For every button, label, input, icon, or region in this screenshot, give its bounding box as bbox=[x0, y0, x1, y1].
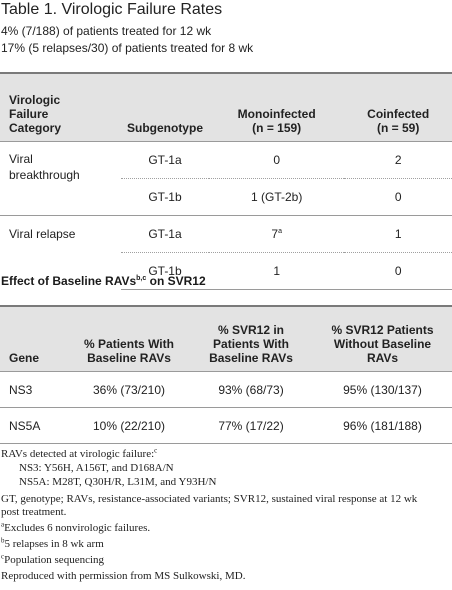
pct-patients-cell: 10% (22/210) bbox=[92, 418, 166, 433]
table-row: GT-1b 1 (GT-2b) 0 bbox=[0, 178, 452, 216]
gene-cell: NS3 bbox=[9, 382, 33, 397]
coinfected-cell: 0 bbox=[344, 178, 452, 216]
footnote-ns3: NS3: Y56H, A156T, and D168A/N bbox=[19, 462, 174, 474]
table-row: NS3 36% (73/210) 93% (68/73) 95% (130/13… bbox=[0, 371, 452, 408]
header-svr-with: % SVR12 in Patients With Baseline RAVs bbox=[189, 306, 313, 372]
subgenotype-cell: GT-1b bbox=[121, 178, 209, 216]
virologic-failure-table: Virologic Failure Category Subgenotype M… bbox=[0, 72, 452, 290]
header-coinfected: Coinfected (n = 59) bbox=[344, 73, 452, 142]
subgenotype-cell: GT-1a bbox=[121, 215, 209, 253]
footnote-ravs-detected: RAVs detected at virologic failure:c bbox=[1, 446, 158, 461]
footnote-ref-a: a bbox=[278, 228, 282, 235]
header-monoinfected: Monoinfected (n = 159) bbox=[209, 73, 345, 142]
svr-with-cell: 93% (68/73) bbox=[218, 382, 284, 397]
category-viral-breakthrough: Viral breakthrough bbox=[9, 152, 80, 182]
subgenotype-cell: GT-1b bbox=[121, 252, 209, 290]
footnote-ref-c: c bbox=[154, 446, 158, 455]
footnote-b-text: 5 relapses in 8 wk arm bbox=[4, 538, 104, 550]
header-mono-label: Monoinfected bbox=[237, 107, 316, 121]
header-svr-without: % SVR12 Patients Without Baseline RAVs bbox=[313, 306, 452, 372]
monoinfected-cell: 0 bbox=[209, 141, 345, 179]
header-co-label: Coinfected bbox=[367, 107, 430, 121]
footnote-marker-c: c bbox=[1, 552, 5, 561]
monoinfected-cell: 1 bbox=[209, 252, 345, 290]
header-mono-n: (n = 159) bbox=[252, 121, 302, 135]
footnote-ns5a: NS5A: M28T, Q30H/R, L31M, and Y93H/N bbox=[19, 476, 217, 488]
table-row: Viral relapse GT-1a 7a 1 bbox=[0, 215, 452, 290]
header-co-n: (n = 59) bbox=[377, 121, 420, 135]
footnote-abbrev-line1: GT, genotype; RAVs, resistance-associate… bbox=[1, 493, 418, 505]
category-viral-relapse: Viral relapse bbox=[9, 227, 76, 241]
footnote-ref-bc: b,c bbox=[136, 275, 147, 282]
table-row: GT-1b 1 0 bbox=[0, 252, 452, 290]
table-header-row: Virologic Failure Category Subgenotype M… bbox=[0, 73, 452, 142]
table-title: Table 1. Virologic Failure Rates bbox=[1, 1, 223, 18]
gene-cell: NS5A bbox=[9, 418, 41, 433]
subgenotype-cell: GT-1a bbox=[121, 141, 209, 179]
coinfected-cell: 0 bbox=[344, 252, 452, 290]
intro-line-12wk: 4% (7/188) of patients treated for 12 wk bbox=[1, 24, 212, 38]
intro-line-8wk: 17% (5 relapses/30) of patients treated … bbox=[1, 41, 254, 55]
footnote-a-text: Excludes 6 nonvirologic failures. bbox=[4, 522, 151, 534]
header-svr-with-label: % SVR12 in Patients With Baseline RAVs bbox=[209, 323, 293, 365]
section-heading-text: Effect of Baseline RAVs bbox=[1, 274, 137, 288]
monoinfected-cell: 1 (GT-2b) bbox=[209, 178, 345, 216]
baseline-ravs-table: Gene % Patients With Baseline RAVs % SVR… bbox=[0, 305, 452, 444]
svr-without-cell: 96% (181/188) bbox=[343, 418, 422, 433]
pct-patients-cell: 36% (73/210) bbox=[92, 382, 166, 397]
footnote-b: b5 relapses in 8 wk arm bbox=[1, 536, 104, 551]
section-heading: Effect of Baseline RAVsb,c on SVR12 bbox=[1, 274, 206, 288]
footnote-c: cPopulation sequencing bbox=[1, 552, 105, 567]
category-cell: Viral relapse bbox=[0, 215, 121, 290]
monoinfected-value: 7 bbox=[271, 227, 279, 241]
table-row: Viral breakthrough GT-1a 0 2 bbox=[0, 141, 452, 216]
footnote-marker-a: a bbox=[1, 520, 5, 529]
coinfected-cell: 2 bbox=[344, 141, 452, 179]
footnote-marker-b: b bbox=[1, 536, 5, 545]
header-category: Virologic Failure Category bbox=[0, 73, 121, 142]
header-gene: Gene bbox=[0, 306, 69, 372]
coinfected-cell: 1 bbox=[344, 215, 452, 253]
table-row: NS5A 10% (22/210) 77% (17/22) 96% (181/1… bbox=[0, 407, 452, 444]
category-cell: Viral breakthrough bbox=[0, 141, 121, 216]
header-category-label: Virologic Failure Category bbox=[9, 93, 62, 135]
footnote-ravs-detected-text: RAVs detected at virologic failure: bbox=[1, 448, 155, 460]
svr-with-cell: 77% (17/22) bbox=[218, 418, 284, 433]
footnote-credit: Reproduced with permission from MS Sulko… bbox=[1, 570, 246, 582]
footnote-abbrev-line2: post treatment. bbox=[1, 506, 67, 518]
table-header-row: Gene % Patients With Baseline RAVs % SVR… bbox=[0, 306, 452, 372]
svr-without-cell: 95% (130/137) bbox=[343, 382, 422, 397]
monoinfected-cell: 7a bbox=[209, 215, 345, 253]
header-pct-patients-label: % Patients With Baseline RAVs bbox=[84, 337, 174, 365]
header-svr-without-label: % SVR12 Patients Without Baseline RAVs bbox=[331, 323, 434, 365]
section-heading-suffix: on SVR12 bbox=[146, 274, 206, 288]
header-pct-patients: % Patients With Baseline RAVs bbox=[69, 306, 189, 372]
footnote-a: aExcludes 6 nonvirologic failures. bbox=[1, 520, 151, 535]
footnote-c-text: Population sequencing bbox=[4, 554, 105, 566]
header-subgenotype: Subgenotype bbox=[121, 73, 209, 142]
